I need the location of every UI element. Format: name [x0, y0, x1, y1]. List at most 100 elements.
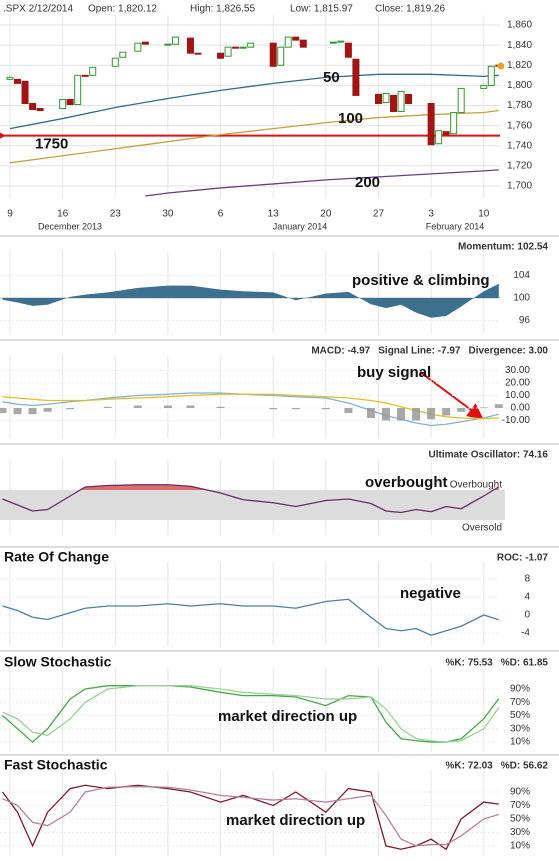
candle-body	[171, 36, 179, 45]
candle-body	[427, 102, 435, 146]
candle-body	[247, 42, 255, 48]
candle-body	[164, 43, 172, 46]
y-tick-label: 50%	[510, 710, 530, 721]
candle-body	[66, 98, 74, 105]
candle-body	[186, 37, 194, 54]
x-tick-label: 10	[478, 209, 490, 220]
candle-body	[89, 66, 97, 76]
y-tick-label: 96	[519, 315, 531, 326]
x-tick-label: 6	[218, 209, 224, 220]
candle-body	[36, 108, 44, 112]
y-tick-label: 30%	[510, 723, 530, 734]
legend-entry: Ultimate Oscillator: 74.16	[429, 450, 549, 461]
histogram-bar	[186, 405, 195, 408]
annotation: buy signal	[357, 364, 431, 381]
last-close-marker	[497, 62, 505, 70]
histogram-bar	[43, 408, 52, 412]
candle-body	[442, 131, 450, 136]
y-tick-label: 50%	[510, 814, 530, 825]
indicator-line	[2, 685, 500, 743]
x-tick-label: 30	[162, 209, 174, 220]
panel-title: Fast Stochastic	[4, 757, 108, 773]
histogram-bar	[269, 408, 278, 410]
candle-body	[134, 42, 142, 52]
y-tick-label: 30.00	[505, 365, 530, 376]
overbought-fill	[2, 484, 499, 490]
y-tick-label: 0	[524, 610, 530, 621]
x-tick-label: 9	[7, 209, 13, 220]
candle-body	[405, 93, 413, 104]
y-tick-label: 1,780	[507, 100, 532, 111]
candle-body	[232, 46, 240, 49]
legend-entry: %K: 72.03	[446, 761, 494, 772]
annotation: negative	[400, 585, 461, 602]
y-tick-label: 4	[524, 592, 530, 603]
histogram-bar	[0, 408, 7, 413]
month-label: January 2014	[273, 221, 328, 231]
moving-average	[9, 109, 499, 164]
ma-label: 100	[338, 110, 363, 127]
candle-body	[284, 36, 292, 48]
histogram-bar	[216, 406, 225, 408]
support-label: 1750	[35, 136, 68, 153]
histogram-bar	[412, 408, 421, 421]
candle-body	[344, 42, 352, 58]
candle-body	[450, 112, 458, 135]
histogram-bar	[103, 406, 112, 408]
candle-body	[269, 42, 277, 67]
y-tick-label: 20.00	[505, 378, 530, 389]
indicator-line	[2, 392, 499, 427]
y-tick-label: 104	[513, 270, 530, 281]
candle-body	[337, 40, 345, 43]
legend-entry: %K: 75.53	[446, 658, 494, 669]
annotation: market direction up	[218, 708, 357, 725]
y-tick-label: 10.00	[505, 390, 530, 401]
y-tick-label: 70%	[510, 800, 530, 811]
histogram-bar	[163, 405, 172, 408]
y-tick-label: 1,740	[507, 140, 532, 151]
candle-body	[299, 39, 307, 48]
header-stat: High: 1,826.55	[190, 4, 255, 15]
y-tick-label: 10%	[510, 841, 530, 852]
y-tick-label: -10.00	[502, 415, 531, 426]
x-tick-label: 23	[110, 209, 122, 220]
candle-body	[111, 57, 119, 67]
indicator-line	[2, 484, 500, 514]
x-tick-label: 16	[57, 209, 69, 220]
legend-entry: %D: 56.62	[501, 761, 549, 772]
histogram-bar	[13, 408, 22, 415]
neutral-band	[0, 490, 505, 520]
candle-body	[277, 46, 285, 66]
histogram-bar	[457, 408, 466, 412]
histogram-bar	[427, 408, 436, 420]
candle-body	[390, 94, 398, 113]
legend-entry: %D: 61.85	[501, 658, 549, 669]
x-tick-label: 13	[268, 209, 280, 220]
indicator-line	[1, 784, 499, 851]
panel-title: Rate Of Change	[4, 549, 109, 565]
legend-entry: Momentum: 102.54	[458, 242, 548, 253]
candle-body	[352, 58, 360, 96]
header-stat: Low: 1,815.97	[290, 4, 353, 15]
candle-body	[81, 74, 89, 77]
candle-body	[59, 98, 67, 110]
y-tick-label: 1,760	[507, 120, 532, 131]
candle-body	[194, 52, 202, 55]
candle-body	[329, 41, 337, 44]
histogram-bar	[479, 407, 488, 408]
panel-title: Slow Stochastic	[4, 654, 112, 670]
annotation: positive & climbing	[352, 272, 490, 289]
ma-label: 50	[323, 69, 340, 86]
indicator-line	[2, 598, 499, 636]
moving-average	[145, 169, 499, 197]
ma-label: 200	[355, 174, 380, 191]
candle-body	[119, 51, 127, 58]
candle-body	[141, 41, 149, 45]
y-tick-label: 1,720	[507, 160, 532, 171]
y-tick-label: 1,700	[507, 181, 532, 192]
candle-body	[6, 76, 14, 80]
y-tick-label: 1,820	[507, 60, 532, 71]
candle-body	[292, 36, 300, 41]
y-tick-label: 1,840	[507, 40, 532, 51]
